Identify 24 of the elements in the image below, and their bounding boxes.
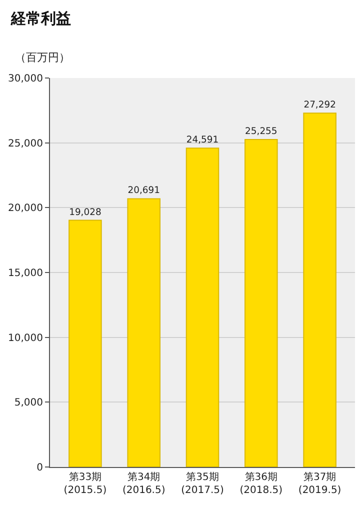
data-label: 27,292 — [304, 100, 336, 111]
y-tick-label: 30,000 — [8, 74, 43, 84]
y-tick-label: 5,000 — [14, 398, 43, 409]
y-tick-label: 0 — [36, 462, 43, 474]
data-label: 24,591 — [186, 134, 219, 146]
bar — [303, 112, 336, 467]
bar — [68, 220, 102, 467]
y-tick-label: 15,000 — [8, 268, 43, 279]
y-axis-title: （百万円） — [15, 51, 70, 64]
y-tick-label: 10,000 — [8, 332, 43, 344]
y-tick-label: 25,000 — [8, 138, 43, 150]
bar — [244, 139, 278, 467]
bar — [127, 198, 160, 467]
data-label: 20,691 — [128, 185, 160, 196]
data-label: 25,255 — [245, 126, 278, 138]
x-tick-label: 第35期 (2017.5) — [181, 471, 224, 496]
x-tick-label: 第34期 (2016.5) — [122, 471, 166, 496]
x-tick-label: 第36期 (2018.5) — [240, 471, 283, 496]
y-tick-label: 20,000 — [8, 203, 43, 214]
x-tick-label: 第33期 (2015.5) — [64, 471, 107, 496]
bar — [186, 148, 220, 467]
chart-title: 経常利益 — [10, 9, 71, 28]
x-tick-label: 第37期 (2019.5) — [298, 471, 342, 496]
data-label: 19,028 — [69, 206, 102, 218]
